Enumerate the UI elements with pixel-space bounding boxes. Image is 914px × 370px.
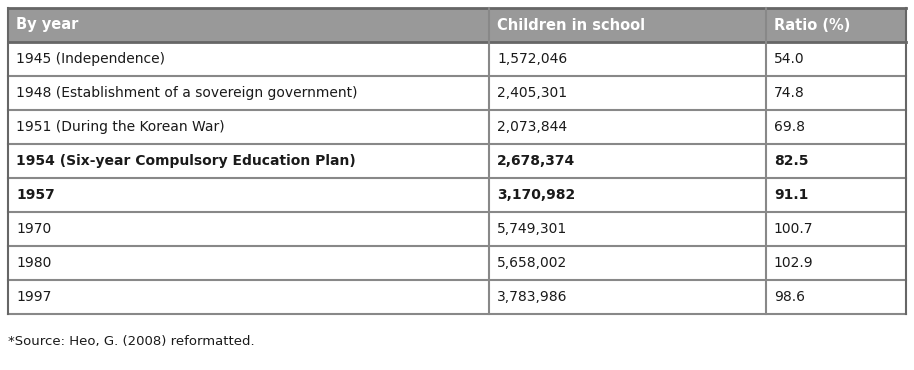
Text: 2,678,374: 2,678,374 bbox=[497, 154, 576, 168]
Bar bbox=[8, 144, 906, 178]
Bar bbox=[8, 212, 906, 246]
Text: 91.1: 91.1 bbox=[774, 188, 808, 202]
Text: 1948 (Establishment of a sovereign government): 1948 (Establishment of a sovereign gover… bbox=[16, 86, 357, 100]
Text: 1945 (Independence): 1945 (Independence) bbox=[16, 52, 165, 66]
Text: By year: By year bbox=[16, 17, 79, 33]
Text: Ratio (%): Ratio (%) bbox=[774, 17, 850, 33]
Text: 5,749,301: 5,749,301 bbox=[497, 222, 568, 236]
Bar bbox=[8, 178, 906, 212]
Text: 1997: 1997 bbox=[16, 290, 51, 304]
Text: 69.8: 69.8 bbox=[774, 120, 805, 134]
Text: 102.9: 102.9 bbox=[774, 256, 813, 270]
Text: 100.7: 100.7 bbox=[774, 222, 813, 236]
Bar bbox=[8, 110, 906, 144]
Text: 1,572,046: 1,572,046 bbox=[497, 52, 568, 66]
Text: 3,170,982: 3,170,982 bbox=[497, 188, 576, 202]
Text: 1957: 1957 bbox=[16, 188, 55, 202]
Text: 1970: 1970 bbox=[16, 222, 51, 236]
Text: 74.8: 74.8 bbox=[774, 86, 804, 100]
Bar bbox=[8, 246, 906, 280]
Text: 3,783,986: 3,783,986 bbox=[497, 290, 568, 304]
Text: 54.0: 54.0 bbox=[774, 52, 804, 66]
Text: 2,073,844: 2,073,844 bbox=[497, 120, 568, 134]
Text: 5,658,002: 5,658,002 bbox=[497, 256, 568, 270]
Text: 2,405,301: 2,405,301 bbox=[497, 86, 568, 100]
Text: 98.6: 98.6 bbox=[774, 290, 805, 304]
Text: 1980: 1980 bbox=[16, 256, 51, 270]
Text: 1951 (During the Korean War): 1951 (During the Korean War) bbox=[16, 120, 225, 134]
Bar bbox=[8, 8, 906, 42]
Text: 1954 (Six-year Compulsory Education Plan): 1954 (Six-year Compulsory Education Plan… bbox=[16, 154, 356, 168]
Text: 82.5: 82.5 bbox=[774, 154, 808, 168]
Bar bbox=[8, 42, 906, 76]
Bar bbox=[8, 280, 906, 314]
Bar bbox=[8, 76, 906, 110]
Text: *Source: Heo, G. (2008) reformatted.: *Source: Heo, G. (2008) reformatted. bbox=[8, 335, 255, 348]
Text: Children in school: Children in school bbox=[497, 17, 645, 33]
